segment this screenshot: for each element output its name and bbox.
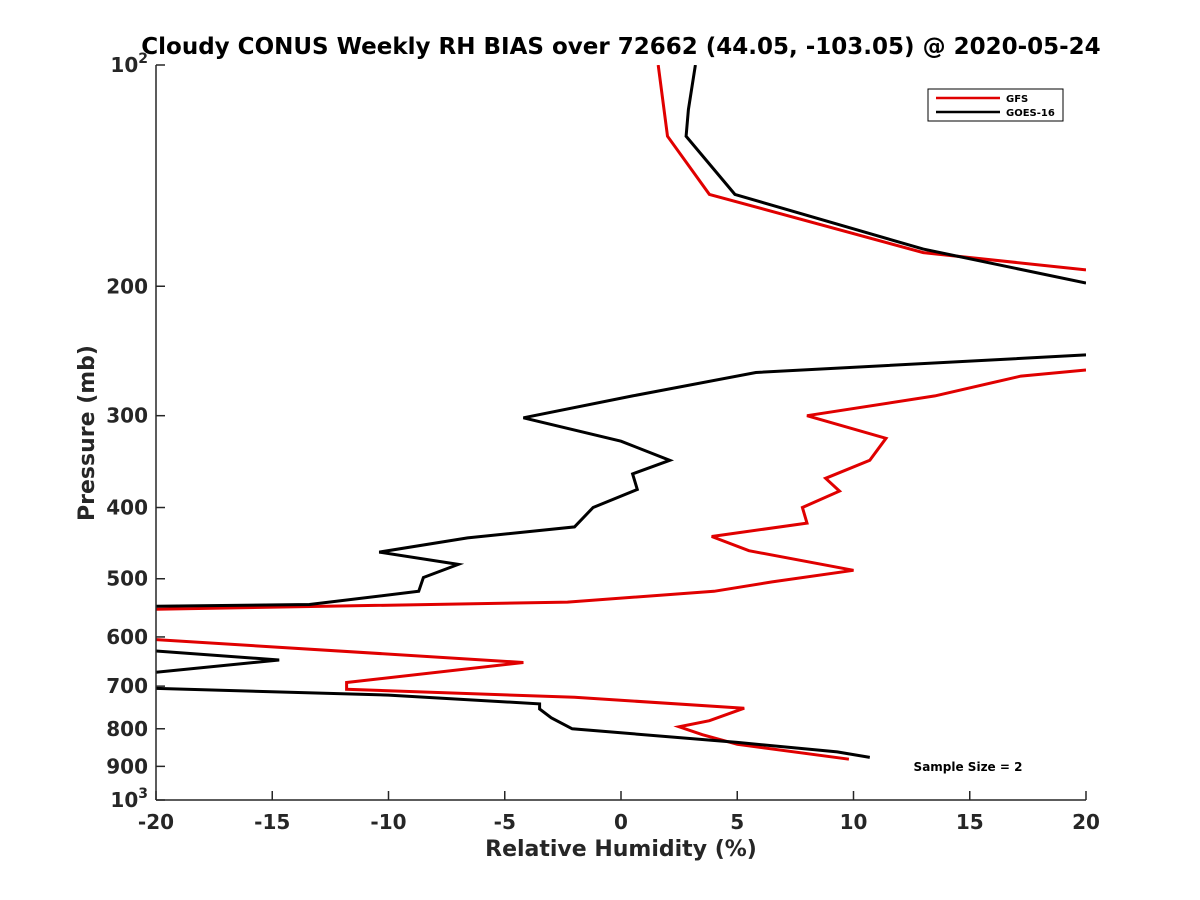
y-axis-label: Pressure (mb)	[75, 345, 100, 521]
series-gfs	[156, 65, 1086, 761]
series-goes-16-line-1	[156, 353, 1086, 608]
x-tick-label: 15	[956, 810, 984, 834]
y-tick-label: 500	[106, 567, 148, 591]
plot-background	[156, 65, 1086, 800]
chart-title: Cloudy CONUS Weekly RH BIAS over 72662 (…	[141, 34, 1100, 60]
plot-area: -20 -15 -10 -5 0 5 10 15 20 102 200 300 400 500 600 70…	[106, 51, 1100, 834]
legend: GFS GOES-16	[927, 88, 1064, 122]
x-tick-label: 0	[614, 810, 628, 834]
legend-box	[927, 88, 1064, 122]
x-axis-ticks: -20 -15 -10 -5 0 5 10 15 20	[138, 791, 1100, 834]
legend-label-goes-16: GOES-16	[1006, 108, 1055, 119]
y-tick-label: 102	[110, 51, 148, 77]
y-axis-ticks: 102 200 300 400 500 600 700 800 900 103	[106, 51, 165, 812]
series-gfs-line-2	[156, 638, 850, 761]
series-layer	[156, 65, 1086, 761]
x-axis-label: Relative Humidity (%)	[485, 837, 757, 862]
sample-size-annotation: Sample Size = 2	[914, 760, 1023, 774]
series-gfs-line-1	[156, 368, 1086, 611]
y-tick-label: 900	[106, 754, 148, 778]
x-tick-label: -20	[138, 810, 174, 834]
series-gfs-line-0	[656, 65, 1086, 272]
y-tick-label: 400	[106, 496, 148, 520]
legend-label-gfs: GFS	[1006, 94, 1028, 105]
x-tick-label: 10	[840, 810, 868, 834]
y-tick-label: 600	[106, 625, 148, 649]
series-goes-16-line-0	[684, 65, 1086, 285]
x-tick-label: -10	[370, 810, 406, 834]
series-goes-16	[156, 65, 1086, 759]
y-tick-label: 700	[106, 674, 148, 698]
series-goes-16-line-2	[156, 649, 280, 674]
y-tick-label: 103	[110, 786, 148, 812]
x-tick-label: 20	[1072, 810, 1100, 834]
x-tick-label: 5	[730, 810, 744, 834]
series-goes-16-line-3	[156, 686, 871, 759]
y-tick-label: 300	[106, 404, 148, 428]
y-tick-label: 200	[106, 274, 148, 298]
x-tick-label: -15	[254, 810, 290, 834]
x-tick-label: -5	[494, 810, 516, 834]
y-tick-label: 800	[106, 717, 148, 741]
